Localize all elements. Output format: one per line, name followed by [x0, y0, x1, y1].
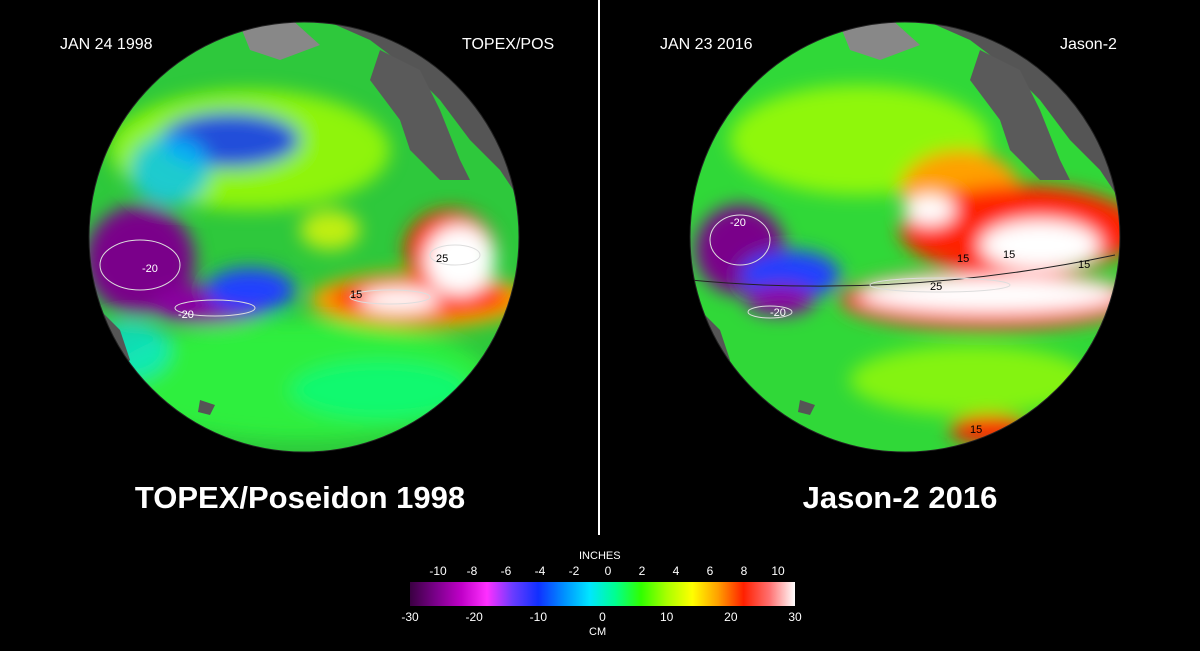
inch-tick-label: 4	[672, 564, 680, 578]
inch-tick-label: 2	[638, 564, 646, 578]
inches-label: INCHES	[579, 550, 621, 562]
globe-1998: -20 -20 25 15	[88, 21, 520, 453]
globe-2016: -20 -20 15 15 25 15 15	[689, 21, 1121, 453]
panel-2016: -20 -20 15 15 25 15 15 JAN 23 2016 Jason…	[600, 0, 1200, 545]
inch-tick-label: 0	[604, 564, 612, 578]
colorbar-gradient	[410, 582, 795, 606]
inch-tick-label: -2	[568, 564, 580, 578]
inch-tick-label: -6	[500, 564, 512, 578]
cm-tick-label: 30	[788, 610, 802, 624]
contour-label: 15	[970, 424, 982, 436]
contour-label: 25	[930, 281, 942, 293]
contour-label: 15	[957, 253, 969, 265]
inch-tick-label: -8	[466, 564, 478, 578]
inch-tick-label: 8	[740, 564, 748, 578]
contour-label: -20	[142, 263, 158, 275]
inch-tick-label: -4	[534, 564, 546, 578]
contour-label: 15	[1003, 249, 1015, 261]
cm-tick-label: 10	[659, 610, 674, 624]
contour-label: 15	[350, 289, 362, 301]
panel-1998: -20 -20 25 15 JAN 24 1998 TOPEX/POS TOPE…	[0, 0, 600, 545]
inch-tick-label: 10	[771, 564, 785, 578]
cm-tick-label: 20	[724, 610, 738, 624]
mission-label: Jason-2	[1060, 36, 1117, 53]
cm-tick-label: -10	[529, 610, 547, 624]
cm-tick-label: -20	[465, 610, 483, 624]
colorbar: INCHES -10 -8 -6 -4 -2 0 2 4 6 8 10 -30 -20 -10 0 10 20…	[380, 550, 820, 650]
inch-tick-label: 6	[706, 564, 714, 578]
panel-divider	[598, 0, 600, 535]
contour-label: 25	[436, 253, 448, 265]
mission-label: TOPEX/POS	[462, 36, 555, 53]
contour-label: -20	[178, 309, 194, 321]
date-label: JAN 24 1998	[60, 36, 153, 53]
panel-caption: Jason-2 2016	[802, 480, 998, 515]
contour-label: -20	[770, 307, 786, 319]
inch-tick-label: -10	[429, 564, 447, 578]
cm-tick-label: 0	[599, 610, 606, 624]
panel-caption: TOPEX/Poseidon 1998	[134, 480, 466, 515]
date-label: JAN 23 2016	[660, 36, 753, 53]
contour-label: 15	[1078, 259, 1090, 271]
cm-label: CM	[589, 626, 607, 638]
contour-label: -20	[730, 217, 746, 229]
cm-tick-label: -30	[401, 610, 419, 624]
